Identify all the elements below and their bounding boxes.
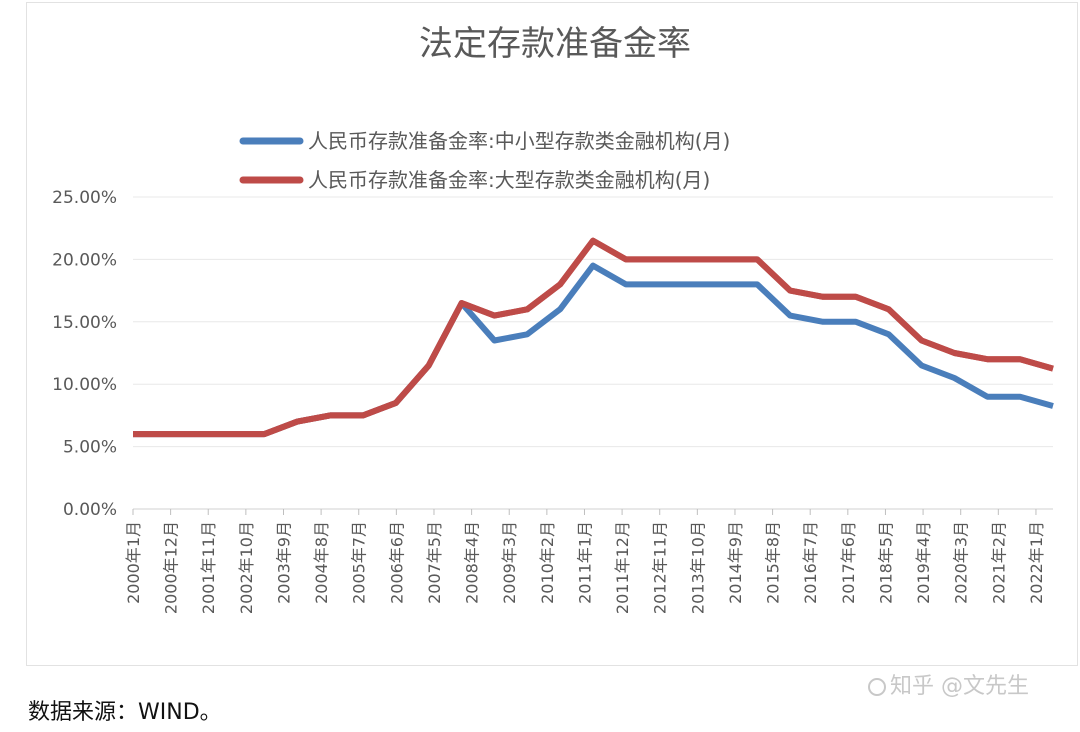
source-note: 数据来源：WIND。 [28,700,222,725]
x-tick-label: 2016年7月 [801,521,820,604]
line-chart: 法定存款准备金率 0.00% 5.00% 10.00% 15.00% 20.00% 25.0… [52,24,1054,614]
x-tick-label: 2012年11月 [651,521,670,614]
legend-label: 人民币存款准备金率:中小型存款类金融机构(月) [308,129,730,153]
x-tick-label: 2011年12月 [613,521,632,614]
legend-label: 人民币存款准备金率:大型存款类金融机构(月) [308,168,710,192]
x-tick-label: 2009年3月 [500,521,519,604]
x-tick-label: 2008年4月 [463,521,482,604]
x-tick-label: 2021年2月 [989,521,1008,604]
x-tick-label: 2000年1月 [124,521,143,604]
x-tick-label: 2003年9月 [274,521,293,604]
x-tick-label: 2001年11月 [199,521,218,614]
x-tick-label: 2004年8月 [312,521,331,604]
chart-title: 法定存款准备金率 [419,24,691,64]
x-tick-label: 2002年10月 [237,521,256,614]
chart-frame [26,2,1078,666]
y-tick-label: 20.00% [52,250,117,270]
x-tick-label: 2010年2月 [538,521,557,604]
series-line [133,237,1054,438]
x-tick-label: 2006年6月 [387,521,406,604]
x-tick-label: 2017年6月 [839,521,858,604]
y-tick-label: 10.00% [52,375,117,395]
x-tick-label: 2005年7月 [350,521,369,604]
y-tick-label: 15.00% [52,313,117,333]
watermark: 知乎 @文先生 [868,668,1029,700]
y-tick-label: 0.00% [63,500,117,520]
series-line [133,262,1054,438]
x-tick-label: 2019年4月 [914,521,933,604]
x-tick-label: 2015年8月 [764,521,783,604]
x-tick-label: 2022年1月 [1027,521,1046,604]
y-tick-label: 25.00% [52,188,117,208]
x-tick-label: 2013年10月 [688,521,707,614]
x-tick-label: 2020年3月 [952,521,971,604]
x-tick-label: 2007年5月 [425,521,444,604]
x-tick-label: 2011年1月 [575,521,594,604]
watermark-text: 知乎 @文先生 [890,674,1029,699]
x-tick-label: 2018年5月 [876,521,895,604]
y-tick-label: 5.00% [63,438,117,458]
chat-icon [868,678,886,696]
x-tick-label: 2014年9月 [726,521,745,604]
x-tick-label: 2000年12月 [162,521,181,614]
